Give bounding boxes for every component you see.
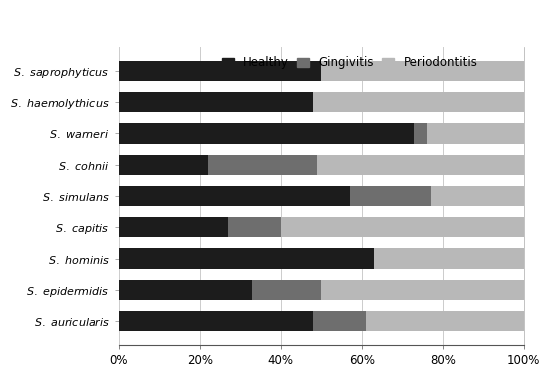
Bar [252, 280, 321, 300]
Bar [374, 249, 524, 269]
Bar [119, 92, 313, 112]
Legend: Healthy, Gingivitis, Periodontitis: Healthy, Gingivitis, Periodontitis [218, 53, 481, 73]
Bar [119, 280, 252, 300]
Bar [366, 311, 524, 331]
Bar [318, 154, 524, 175]
Bar [228, 217, 281, 238]
Bar [119, 123, 415, 143]
Bar [415, 123, 427, 143]
Bar [427, 123, 524, 143]
Bar [119, 186, 350, 206]
Bar [350, 186, 431, 206]
Bar [208, 154, 318, 175]
Bar [313, 92, 524, 112]
Bar [119, 154, 208, 175]
Bar [119, 249, 374, 269]
Bar [119, 217, 228, 238]
Bar [313, 311, 366, 331]
Bar [321, 61, 524, 81]
Bar [119, 311, 313, 331]
Bar [119, 61, 321, 81]
Bar [431, 186, 524, 206]
Bar [321, 280, 524, 300]
Bar [281, 217, 524, 238]
